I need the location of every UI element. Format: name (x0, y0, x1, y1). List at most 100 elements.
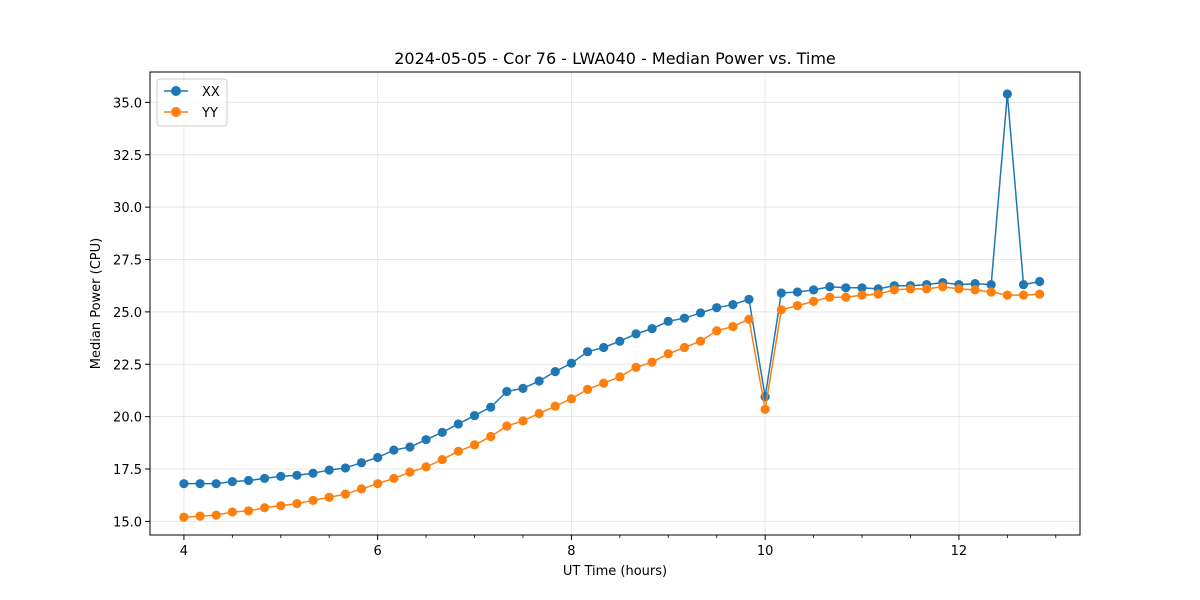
data-point-xx (437, 427, 447, 437)
data-point-yy (421, 462, 431, 472)
data-point-yy (211, 510, 221, 520)
data-point-yy (308, 495, 318, 506)
data-point-xx (728, 299, 738, 310)
data-point-yy (260, 503, 270, 513)
data-point-yy (792, 301, 803, 311)
data-point-xx (195, 479, 205, 489)
data-point-yy (292, 498, 302, 509)
legend-marker-xx (171, 86, 181, 96)
data-point-yy (922, 284, 932, 294)
data-point-xx (405, 442, 415, 452)
data-point-yy (534, 408, 544, 419)
y-tick-label: 20.0 (113, 411, 142, 426)
data-point-yy (566, 394, 577, 404)
legend-label-xx: XX (202, 85, 220, 100)
data-point-xx (373, 452, 383, 463)
data-point-xx (857, 283, 867, 293)
data-point-yy (954, 284, 964, 294)
data-point-xx (631, 329, 641, 339)
data-point-yy (518, 416, 528, 426)
series-points-yy (179, 282, 1045, 522)
data-point-yy (324, 492, 334, 502)
data-point-yy (227, 507, 237, 517)
data-point-yy (195, 511, 205, 521)
data-point-xx (486, 402, 496, 412)
data-point-xx (647, 324, 657, 334)
y-tick-label: 25.0 (113, 306, 142, 321)
data-point-xx (243, 475, 254, 486)
data-point-yy (905, 284, 916, 294)
data-point-xx (292, 470, 302, 480)
y-tick-label: 15.0 (113, 515, 142, 530)
data-point-yy (679, 342, 690, 353)
data-point-xx (534, 376, 544, 386)
data-point-xx (1018, 280, 1029, 290)
data-point-xx (260, 473, 270, 484)
tick-layer: 4 6 8 10 12 15.0 17.5 20.0 22.5 25.0 27.5 30.0 32.5 3… (113, 96, 1057, 559)
data-point-yy (486, 431, 496, 442)
data-point-xx (1002, 89, 1012, 99)
data-point-yy (647, 357, 657, 367)
data-point-xx (308, 468, 318, 478)
data-point-xx (469, 410, 480, 421)
data-point-yy (599, 378, 609, 388)
data-point-yy (1035, 289, 1045, 299)
x-tick-label: 12 (951, 544, 968, 559)
data-point-xx (986, 280, 996, 290)
data-point-yy (356, 484, 367, 494)
data-point-xx (453, 419, 463, 429)
data-point-xx (663, 316, 673, 326)
chart-title: 2024-05-05 - Cor 76 - LWA040 - Median Po… (394, 49, 836, 68)
data-point-xx (227, 476, 237, 487)
y-tick-label: 17.5 (113, 463, 142, 478)
data-point-xx (518, 383, 528, 393)
data-point-xx (615, 336, 625, 346)
data-point-yy (615, 372, 625, 382)
y-tick-label: 30.0 (113, 201, 142, 216)
data-point-yy (663, 349, 673, 359)
data-point-yy (373, 479, 383, 489)
data-point-yy (760, 404, 770, 414)
data-point-xx (582, 347, 593, 357)
data-point-xx (808, 285, 819, 295)
data-point-yy (405, 467, 415, 477)
data-point-yy (631, 362, 641, 372)
data-point-yy (970, 285, 980, 295)
data-point-yy (776, 305, 786, 315)
data-point-yy (841, 292, 851, 302)
data-point-yy (453, 446, 463, 456)
data-point-yy (938, 282, 948, 292)
data-point-yy (469, 440, 480, 450)
data-point-xx (389, 445, 399, 455)
x-axis-label: UT Time (hours) (563, 564, 667, 579)
data-point-yy (1018, 290, 1029, 300)
data-point-xx (179, 479, 189, 489)
data-point-yy (179, 512, 189, 522)
legend-label-yy: YY (201, 106, 218, 121)
data-point-xx (502, 386, 512, 397)
data-point-yy (889, 285, 899, 295)
x-tick-label: 8 (567, 544, 575, 559)
x-tick-label: 4 (180, 544, 188, 559)
data-point-yy (825, 292, 835, 302)
legend-marker-yy (171, 107, 181, 117)
y-tick-label: 22.5 (113, 358, 142, 373)
data-point-yy (986, 287, 996, 297)
data-point-xx (679, 313, 690, 323)
data-point-yy (808, 296, 819, 306)
data-point-xx (566, 358, 577, 368)
grid-layer (150, 72, 1080, 535)
data-point-xx (550, 366, 560, 377)
data-point-yy (340, 489, 350, 499)
series-layer (179, 89, 1045, 522)
y-tick-label: 35.0 (113, 96, 142, 111)
data-point-xx (712, 303, 722, 313)
plot-frame (149, 71, 1081, 536)
data-point-xx (276, 471, 286, 481)
data-point-yy (437, 454, 447, 465)
x-tick-label: 10 (757, 544, 774, 559)
data-point-yy (695, 336, 706, 346)
data-point-yy (550, 401, 560, 411)
data-point-yy (502, 421, 512, 431)
